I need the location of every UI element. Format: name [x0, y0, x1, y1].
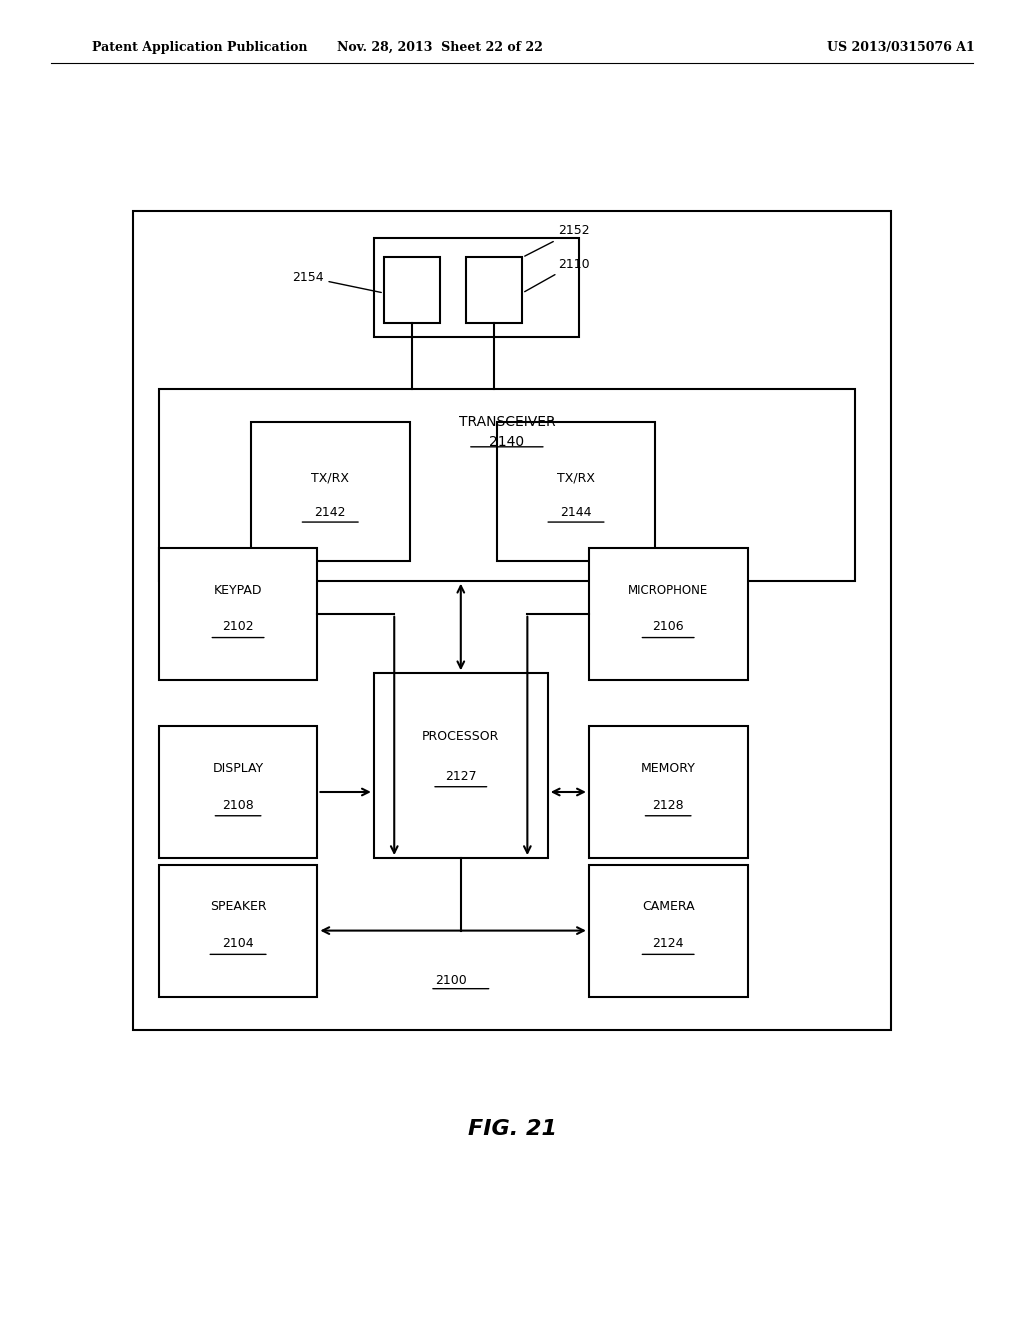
FancyBboxPatch shape — [589, 548, 748, 680]
Text: 2140: 2140 — [489, 436, 524, 449]
Text: CAMERA: CAMERA — [642, 900, 694, 913]
FancyBboxPatch shape — [133, 211, 891, 1030]
Text: 2110: 2110 — [524, 257, 590, 292]
Text: 2124: 2124 — [652, 937, 684, 950]
FancyBboxPatch shape — [251, 422, 410, 561]
Text: KEYPAD: KEYPAD — [214, 583, 262, 597]
Text: TX/RX: TX/RX — [311, 471, 349, 484]
Text: TRANSCEIVER: TRANSCEIVER — [459, 416, 555, 429]
Text: 2152: 2152 — [524, 224, 590, 256]
Text: PROCESSOR: PROCESSOR — [422, 730, 500, 743]
FancyBboxPatch shape — [384, 257, 440, 323]
Text: TX/RX: TX/RX — [557, 471, 595, 484]
FancyBboxPatch shape — [374, 238, 579, 337]
Text: 2102: 2102 — [222, 620, 254, 634]
Text: SPEAKER: SPEAKER — [210, 900, 266, 913]
Text: 2154: 2154 — [292, 271, 381, 293]
Text: 2142: 2142 — [314, 507, 346, 519]
Text: Nov. 28, 2013  Sheet 22 of 22: Nov. 28, 2013 Sheet 22 of 22 — [337, 41, 544, 54]
Text: 2128: 2128 — [652, 799, 684, 812]
Text: MICROPHONE: MICROPHONE — [628, 583, 709, 597]
FancyBboxPatch shape — [159, 726, 317, 858]
Text: Patent Application Publication: Patent Application Publication — [92, 41, 307, 54]
Text: 2144: 2144 — [560, 507, 592, 519]
Text: DISPLAY: DISPLAY — [213, 762, 263, 775]
Text: 2106: 2106 — [652, 620, 684, 634]
FancyBboxPatch shape — [159, 865, 317, 997]
FancyBboxPatch shape — [589, 726, 748, 858]
FancyBboxPatch shape — [159, 548, 317, 680]
Text: MEMORY: MEMORY — [641, 762, 695, 775]
Text: 2100: 2100 — [434, 974, 467, 987]
FancyBboxPatch shape — [159, 389, 855, 581]
FancyBboxPatch shape — [589, 865, 748, 997]
Text: 2104: 2104 — [222, 937, 254, 950]
FancyBboxPatch shape — [466, 257, 522, 323]
Text: US 2013/0315076 A1: US 2013/0315076 A1 — [827, 41, 975, 54]
Text: 2127: 2127 — [445, 770, 476, 783]
FancyBboxPatch shape — [374, 673, 548, 858]
FancyBboxPatch shape — [497, 422, 655, 561]
Text: 2108: 2108 — [222, 799, 254, 812]
Text: FIG. 21: FIG. 21 — [468, 1118, 556, 1139]
